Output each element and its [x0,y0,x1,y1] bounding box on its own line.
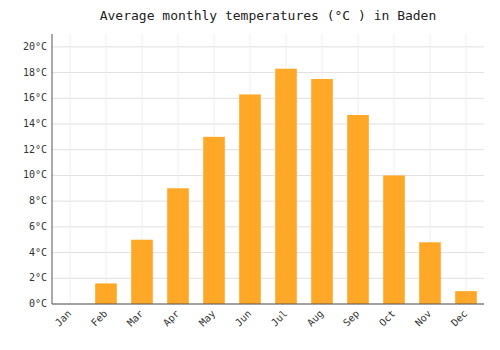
x-tick-label: Nov [413,308,434,329]
x-tick-label: Oct [377,308,398,329]
chart-container: 0°C 2°C 4°C 6°C 8°C 10°C 12°C 14°C 16°C 18°C 20°C J… [0,0,500,350]
title: Average monthly temperatures (°C ) in Ba… [100,8,437,23]
grid-line [106,34,107,304]
grid-line [52,175,484,176]
bar [311,79,333,304]
y-tick-label: 10°C [23,169,47,180]
bar [131,240,153,304]
bar [455,291,477,304]
grid-line [52,98,484,99]
y-axis-line [52,34,53,304]
x-tick-label: Feb [89,308,110,329]
grid-line [52,124,484,125]
y-tick-label: 8°C [29,195,47,206]
x-tick-label: Aug [305,308,326,329]
y-tick-label: 12°C [23,144,47,155]
x-axis-line [52,304,484,305]
grid-line [466,34,467,304]
y-tick-label: 0°C [29,298,47,309]
x-tick-label: May [197,308,218,329]
grid-line [52,149,484,150]
x-tick-label: Jul [269,308,290,329]
y-tick-label: 16°C [23,92,47,103]
grid-line [52,72,484,73]
x-tick-label: Jan [53,308,74,329]
x-tick-label: Jun [233,308,254,329]
y-tick-label: 18°C [23,67,47,78]
bar [239,94,261,304]
x-tick-label: Apr [161,308,182,329]
y-tick-label: 6°C [29,221,47,232]
bar [203,137,225,304]
bar [95,283,117,304]
y-tick-label: 4°C [29,247,47,258]
chart: 0°C 2°C 4°C 6°C 8°C 10°C 12°C 14°C 16°C 18°C 20°C J… [0,0,500,350]
x-tick-label: Mar [125,308,146,329]
x-tick-label: Sep [341,308,362,329]
grid [52,34,484,304]
bar [383,175,405,304]
bar [167,188,189,304]
y-tick-label: 14°C [23,118,47,129]
bar [275,69,297,304]
grid-line [52,46,484,47]
grid-line [52,201,484,202]
grid-line [52,226,484,227]
bars [95,69,477,304]
bar [347,115,369,304]
y-tick-label: 2°C [29,272,47,283]
grid-line [52,304,484,305]
x-tick-label: Dec [449,308,470,329]
bar [419,242,441,304]
axes: 0°C 2°C 4°C 6°C 8°C 10°C 12°C 14°C 16°C 18°C 20°C J… [23,34,484,328]
grid-line [70,34,71,304]
y-tick-label: 20°C [23,41,47,52]
